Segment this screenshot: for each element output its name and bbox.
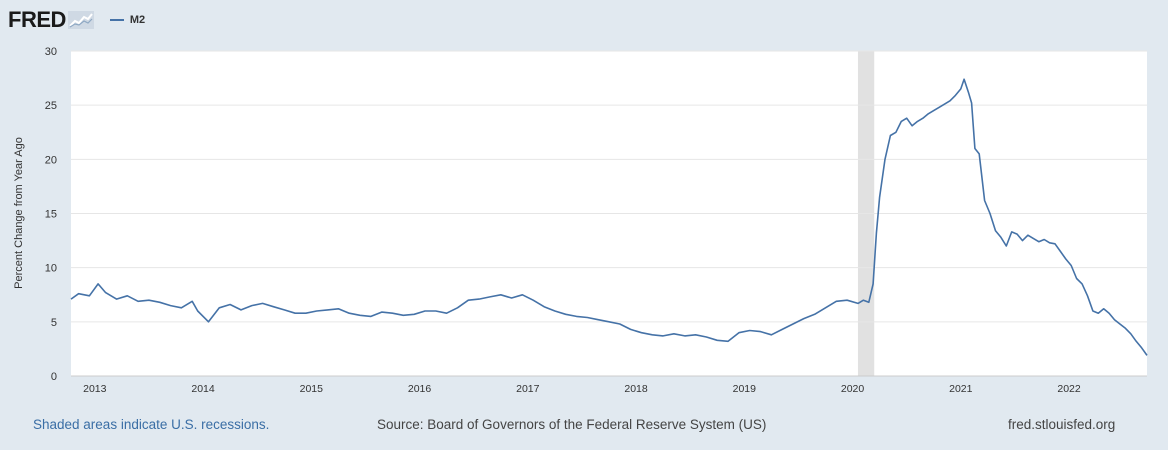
y-tick-labels: 0 5 10 15 20 25 30 <box>45 46 57 383</box>
x-tick-label-2020: 2020 <box>841 383 865 395</box>
logo-text: FRED <box>8 7 66 32</box>
x-tick-labels: 2013 2014 2015 2016 2017 2018 2019 2020 2021 2022 <box>83 383 1081 395</box>
y-tick-label: 0 <box>51 371 57 383</box>
x-tick-label-2015: 2015 <box>300 383 324 395</box>
y-tick-label: 20 <box>45 154 57 166</box>
series-line-m2 <box>70 78 1148 356</box>
legend: M2 <box>109 14 146 26</box>
y-tick-label: 15 <box>45 209 57 221</box>
legend-label-m2: M2 <box>129 14 146 26</box>
x-tick-label-2014: 2014 <box>191 383 215 395</box>
source-text: Source: Board of Governors of the Federa… <box>377 417 767 432</box>
y-tick-label: 10 <box>45 263 57 275</box>
x-tick-label-2013: 2013 <box>83 383 107 395</box>
fred-logo[interactable]: FRED <box>8 7 94 33</box>
recession-note: Shaded areas indicate U.S. recessions. <box>33 417 270 432</box>
x-tick-label-2022: 2022 <box>1057 383 1081 395</box>
legend-swatch <box>109 19 124 21</box>
y-tick-label: 25 <box>45 100 57 112</box>
y-axis-label: Percent Change from Year Ago <box>13 137 25 289</box>
x-tick-label-2017: 2017 <box>516 383 540 395</box>
x-tick-label-2019: 2019 <box>733 383 757 395</box>
graph-icon <box>67 11 94 29</box>
y-tick-label: 5 <box>51 317 57 329</box>
header: FRED M2 <box>8 6 145 34</box>
y-tick-label: 30 <box>45 46 57 58</box>
x-tick-label-2021: 2021 <box>949 383 973 395</box>
fred-url[interactable]: fred.stlouisfed.org <box>1008 417 1116 432</box>
x-tick-label-2016: 2016 <box>408 383 432 395</box>
x-tick-label-2018: 2018 <box>624 383 648 395</box>
